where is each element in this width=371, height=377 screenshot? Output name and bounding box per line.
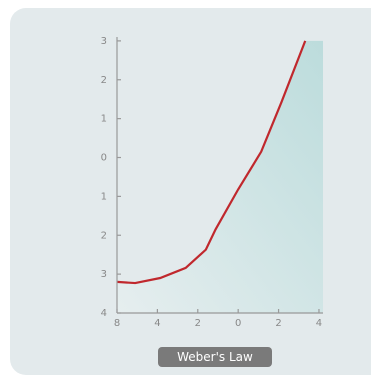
title-box	[158, 347, 272, 367]
y-tick-label: 3	[101, 36, 107, 47]
chart-title: Weber's Law	[177, 350, 253, 364]
x-tick-label: 0	[235, 318, 241, 329]
x-tick-label: 4	[316, 318, 322, 329]
y-tick-label: 2	[101, 75, 107, 86]
x-tick-label: 8	[114, 318, 120, 329]
y-tick-label: 2	[101, 230, 107, 241]
y-tick-label: 3	[101, 269, 107, 280]
y-tick-label: 1	[101, 191, 107, 202]
area	[117, 40, 323, 313]
x-tick-label: 4	[154, 318, 160, 329]
line	[116, 40, 307, 285]
x-tick-label: 2	[275, 318, 281, 329]
x-tick-label: 2	[195, 318, 201, 329]
y-tick-label: 1	[101, 114, 107, 125]
y-tick-label: 4	[101, 308, 107, 319]
y-tick-label: 0	[101, 153, 107, 164]
